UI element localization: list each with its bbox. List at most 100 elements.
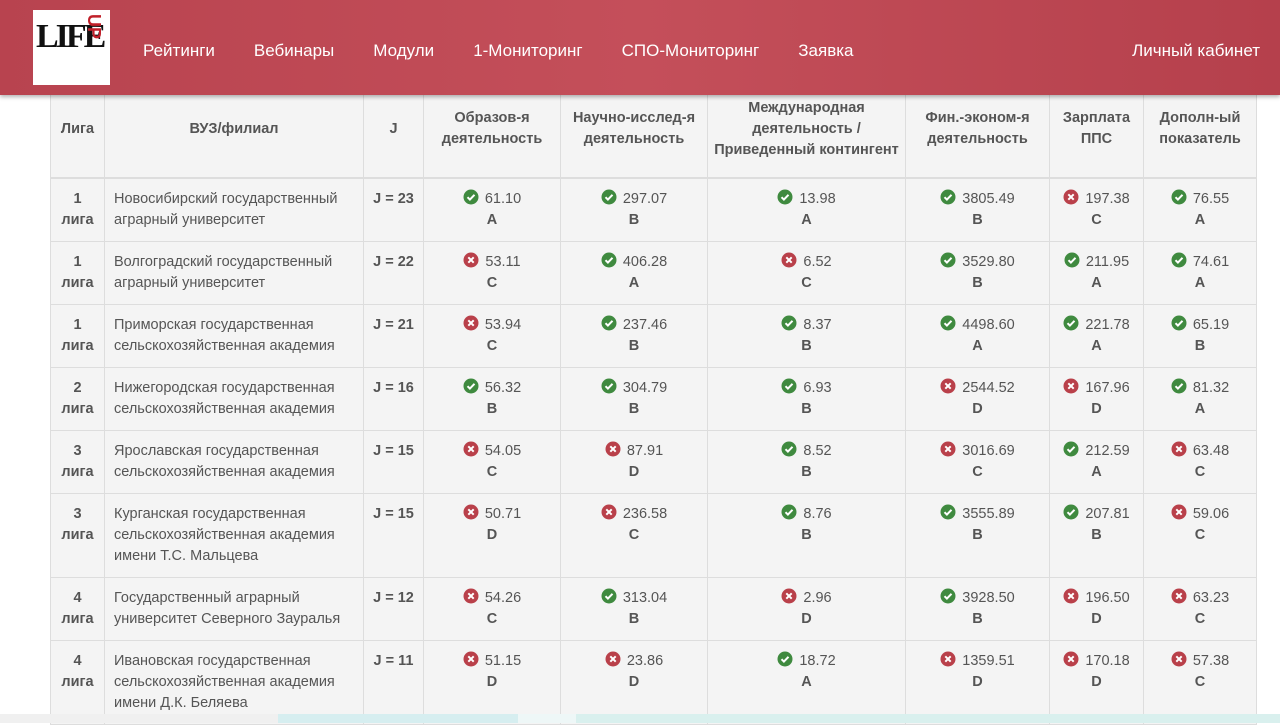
score-cell: 236.58 C xyxy=(560,493,708,578)
grade: C xyxy=(486,464,498,480)
score-value: 56.32 xyxy=(430,378,554,399)
value-text: 2544.52 xyxy=(962,380,1015,396)
status-icon xyxy=(463,378,479,394)
score-cell: 18.72 A xyxy=(707,640,906,725)
status-icon xyxy=(601,315,617,331)
header-cell: ВУЗ/филиал xyxy=(104,80,364,179)
league-cell: 4 лига xyxy=(50,577,105,641)
score-value: 3016.69 xyxy=(912,441,1043,462)
value-text: 8.76 xyxy=(803,506,832,522)
value-text: 207.81 xyxy=(1085,506,1130,522)
score-value: 211.95 xyxy=(1056,252,1137,273)
score-value: 170.18 xyxy=(1056,651,1137,672)
status-icon xyxy=(1171,189,1187,205)
account-link[interactable]: Личный кабинет xyxy=(1132,41,1260,60)
value-text: 54.26 xyxy=(484,590,522,606)
name-cell: Ярославская государственная сельскохозяй… xyxy=(104,430,364,494)
score-cell: 3928.50 B xyxy=(905,577,1050,641)
score-cell: 212.59 A xyxy=(1049,430,1144,494)
status-icon xyxy=(463,441,479,457)
value-text: 50.71 xyxy=(484,506,522,522)
grade: D xyxy=(1091,401,1102,417)
league-text: 1 xyxy=(73,191,82,207)
score-cell: 170.18 D xyxy=(1049,640,1144,725)
grade: B xyxy=(801,464,812,480)
score-value: 59.06 xyxy=(1150,504,1250,525)
score-value: 3529.80 xyxy=(912,252,1043,273)
grade: C xyxy=(486,338,498,354)
grade: D xyxy=(972,674,983,690)
value-text: 87.91 xyxy=(626,443,664,459)
score-value: 51.15 xyxy=(430,651,554,672)
score-cell: 211.95 A xyxy=(1049,241,1144,305)
league-cell: 1 лига xyxy=(50,304,105,368)
status-icon xyxy=(1063,378,1079,394)
score-value: 53.94 xyxy=(430,315,554,336)
grade: B xyxy=(972,212,983,228)
score-cell: 406.28 A xyxy=(560,241,708,305)
menu-item[interactable]: СПО-Мониторинг xyxy=(621,41,760,60)
header-cell: Международная деятельность / Приведенный… xyxy=(707,80,906,179)
menu-item[interactable]: Модули xyxy=(373,41,435,60)
value-text: 1359.51 xyxy=(962,653,1015,669)
status-icon xyxy=(781,378,797,394)
score-cell: 54.05 C xyxy=(423,430,561,494)
league-text: 4 xyxy=(73,653,82,669)
status-icon xyxy=(1171,378,1187,394)
grade: A xyxy=(628,275,640,291)
value-text: 74.61 xyxy=(1192,254,1230,270)
score-value: 6.93 xyxy=(714,378,899,399)
score-value: 61.10 xyxy=(430,189,554,210)
league-text: лига xyxy=(61,674,94,690)
value-text: 236.58 xyxy=(622,506,668,522)
grade: C xyxy=(1194,674,1206,690)
value-text: 211.95 xyxy=(1085,254,1130,270)
value-text: 2.96 xyxy=(803,590,832,606)
value-text: 53.11 xyxy=(485,254,521,270)
grade: A xyxy=(1091,275,1102,291)
grade: C xyxy=(972,464,983,480)
menu-item[interactable]: 1-Мониторинг xyxy=(473,41,583,60)
value-text: 8.37 xyxy=(803,317,832,333)
score-cell: 297.07 B xyxy=(560,177,708,242)
name-cell: Приморская государственная сельскохозяйс… xyxy=(104,304,364,368)
menu-item[interactable]: Вебинары xyxy=(253,41,335,60)
grade: A xyxy=(972,338,983,354)
value-text: 3529.80 xyxy=(962,254,1015,270)
value-text: 63.23 xyxy=(1192,590,1230,606)
menu: Рейтинги Вебинары Модули 1-Мониторинг СПО-Мо… xyxy=(143,41,854,61)
logo-main: LIFE xyxy=(36,18,106,55)
status-icon xyxy=(463,189,479,205)
table-row: 3 лига Ярославская государственная сельско… xyxy=(50,430,1257,494)
status-icon xyxy=(940,189,956,205)
score-cell: 63.48 C xyxy=(1143,430,1257,494)
table-row: 1 лига Приморская государственная сельскох… xyxy=(50,304,1257,368)
logo[interactable]: LIFE UP xyxy=(33,10,110,85)
score-cell: 221.78 A xyxy=(1049,304,1144,368)
status-icon xyxy=(940,441,956,457)
grade: B xyxy=(801,338,812,354)
rating-table: Лига ВУЗ/филиал J Образов-я деятельность Нау… xyxy=(50,80,1257,725)
status-icon xyxy=(601,189,617,205)
status-icon xyxy=(940,252,956,268)
grade: A xyxy=(801,212,812,228)
menu-item[interactable]: Рейтинги xyxy=(143,41,215,60)
value-text: 6.52 xyxy=(803,254,832,270)
league-cell: 4 лига xyxy=(50,640,105,725)
status-icon xyxy=(777,651,793,667)
name-cell: Государственный аграрный университет Сев… xyxy=(104,577,364,641)
status-icon xyxy=(463,315,479,331)
grade: A xyxy=(1194,275,1206,291)
status-icon xyxy=(605,441,621,457)
score-value: 237.46 xyxy=(567,315,701,336)
grade: D xyxy=(628,674,640,690)
score-cell: 2544.52 D xyxy=(905,367,1050,431)
score-cell: 3805.49 B xyxy=(905,177,1050,242)
menu-item[interactable]: Заявка xyxy=(798,41,854,60)
score-cell: 54.26 C xyxy=(423,577,561,641)
grade: B xyxy=(628,401,640,417)
score-value: 57.38 xyxy=(1150,651,1250,672)
name-cell: Нижегородская государственная сельскохоз… xyxy=(104,367,364,431)
score-cell: 197.38 C xyxy=(1049,177,1144,242)
